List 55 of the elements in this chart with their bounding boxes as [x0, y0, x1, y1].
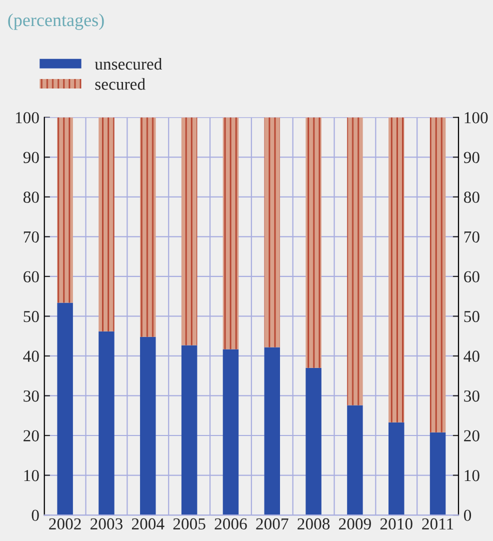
bar — [98, 117, 114, 332]
x-tick-label: 2002 — [49, 518, 81, 530]
y2-tick-label: 60 — [464, 271, 480, 282]
x-tick-label: 2010 — [380, 518, 412, 530]
bar — [140, 336, 156, 516]
y-tick-label: 40 — [23, 350, 39, 362]
bar — [222, 117, 239, 350]
y2-tick-label: 80 — [464, 192, 480, 203]
bar — [222, 349, 239, 516]
bar — [388, 422, 404, 516]
x-tick-label: 2009 — [339, 518, 371, 530]
x-tick-label: 2006 — [214, 518, 247, 530]
x-tick-label: 2005 — [173, 518, 206, 530]
chart-subtitle: (percentages) — [8, 14, 104, 30]
x-tick-label: 2003 — [90, 518, 123, 530]
bar — [98, 331, 114, 516]
y2-tick-label: 50 — [464, 310, 480, 322]
bar — [57, 117, 73, 303]
y2-tick-label: 100 — [464, 112, 488, 124]
y-tick-label: 70 — [24, 231, 39, 243]
bar — [264, 347, 280, 516]
bar — [430, 432, 446, 516]
y2-tick-label: 70 — [464, 231, 480, 243]
y-tick-label: 20 — [24, 430, 39, 442]
bar — [347, 117, 363, 406]
x-tick-label: 2004 — [132, 518, 164, 530]
x-tick-label: 2007 — [256, 518, 288, 530]
y-tick-label: 100 — [16, 112, 39, 124]
bar — [306, 117, 322, 368]
legend-label: unsecured — [94, 58, 162, 70]
bar — [388, 117, 404, 422]
y-tick-label: 90 — [23, 152, 39, 164]
y2-tick-label: 0 — [464, 510, 472, 521]
y-tick-label: 60 — [24, 271, 39, 282]
bar — [57, 302, 73, 516]
bar — [181, 345, 198, 516]
y-tick-label: 80 — [23, 192, 39, 203]
y2-tick-label: 40 — [464, 350, 480, 362]
y2-tick-label: 20 — [464, 430, 480, 442]
legend-label: secured — [95, 78, 146, 90]
bar — [140, 117, 156, 337]
y2-tick-label: 10 — [464, 470, 480, 482]
y-tick-label: 30 — [24, 390, 39, 402]
y-tick-label: 50 — [24, 310, 39, 322]
y-tick-label: 10 — [24, 470, 39, 482]
y2-tick-label: 30 — [464, 390, 480, 402]
y-tick-label: 0 — [32, 510, 39, 521]
bar — [181, 117, 198, 346]
bar — [430, 117, 446, 432]
bar — [347, 405, 363, 516]
x-tick-label: 2011 — [422, 518, 454, 530]
x-tick-label: 2008 — [298, 518, 330, 530]
bar — [306, 368, 322, 516]
y2-tick-label: 90 — [464, 152, 480, 164]
bar — [264, 117, 280, 348]
